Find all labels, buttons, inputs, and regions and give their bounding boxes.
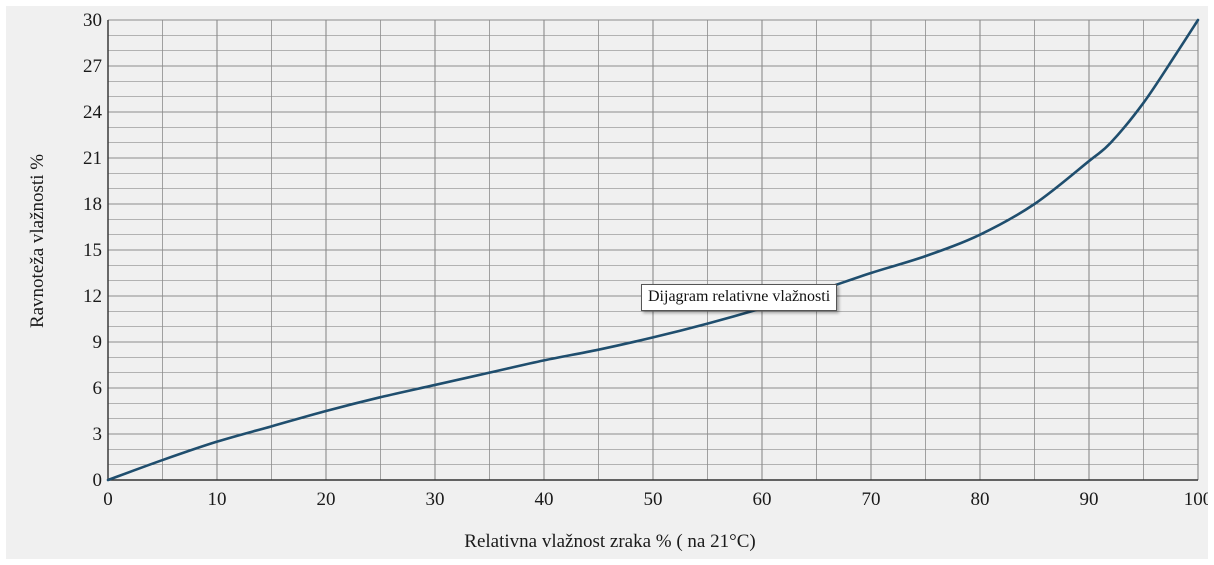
series-line — [106, 18, 1200, 482]
y-tick-label: 30 — [83, 10, 102, 31]
axes — [107, 20, 1198, 481]
y-tick-label: 0 — [93, 470, 103, 491]
y-tick-label: 9 — [93, 332, 103, 353]
x-tick-label: 80 — [971, 489, 990, 510]
y-tick-label: 18 — [83, 194, 102, 215]
line-chart: 0 10 20 30 40 50 60 70 80 90 100 0 3 6 9 12 15 18 21 24 27 3… — [27, 10, 1208, 552]
x-axis-title: Relativna vlažnost zraka % ( na 21°C) — [464, 531, 755, 552]
series-group — [106, 18, 1200, 482]
y-tick-label: 15 — [83, 240, 102, 261]
x-tick-labels: 0 10 20 30 40 50 60 70 80 90 100 — [103, 489, 1208, 510]
grid — [107, 19, 1199, 481]
x-tick-label: 0 — [103, 489, 113, 510]
x-tick-label: 60 — [753, 489, 772, 510]
y-tick-labels: 0 3 6 9 12 15 18 21 24 27 30 — [83, 10, 103, 491]
x-tick-label: 40 — [535, 489, 554, 510]
x-tick-label: 90 — [1080, 489, 1099, 510]
y-tick-label: 27 — [83, 56, 102, 77]
y-tick-label: 24 — [83, 102, 103, 123]
y-tick-label: 3 — [93, 424, 103, 445]
y-tick-label: 12 — [83, 286, 102, 307]
y-axis-title: Ravnoteža vlažnosti % — [27, 154, 48, 328]
x-tick-label: 10 — [208, 489, 227, 510]
x-tick-label: 50 — [644, 489, 663, 510]
y-tick-label: 21 — [83, 148, 102, 169]
chart-frame: 0 10 20 30 40 50 60 70 80 90 100 0 3 6 9 12 15 18 21 24 27 3… — [6, 6, 1208, 559]
y-tick-label: 6 — [93, 378, 103, 399]
chart-tooltip: Dijagram relativne vlažnosti — [641, 284, 838, 311]
x-tick-label: 30 — [426, 489, 445, 510]
x-tick-label: 20 — [317, 489, 336, 510]
x-tick-label: 70 — [862, 489, 881, 510]
x-tick-label: 100 — [1184, 489, 1208, 510]
